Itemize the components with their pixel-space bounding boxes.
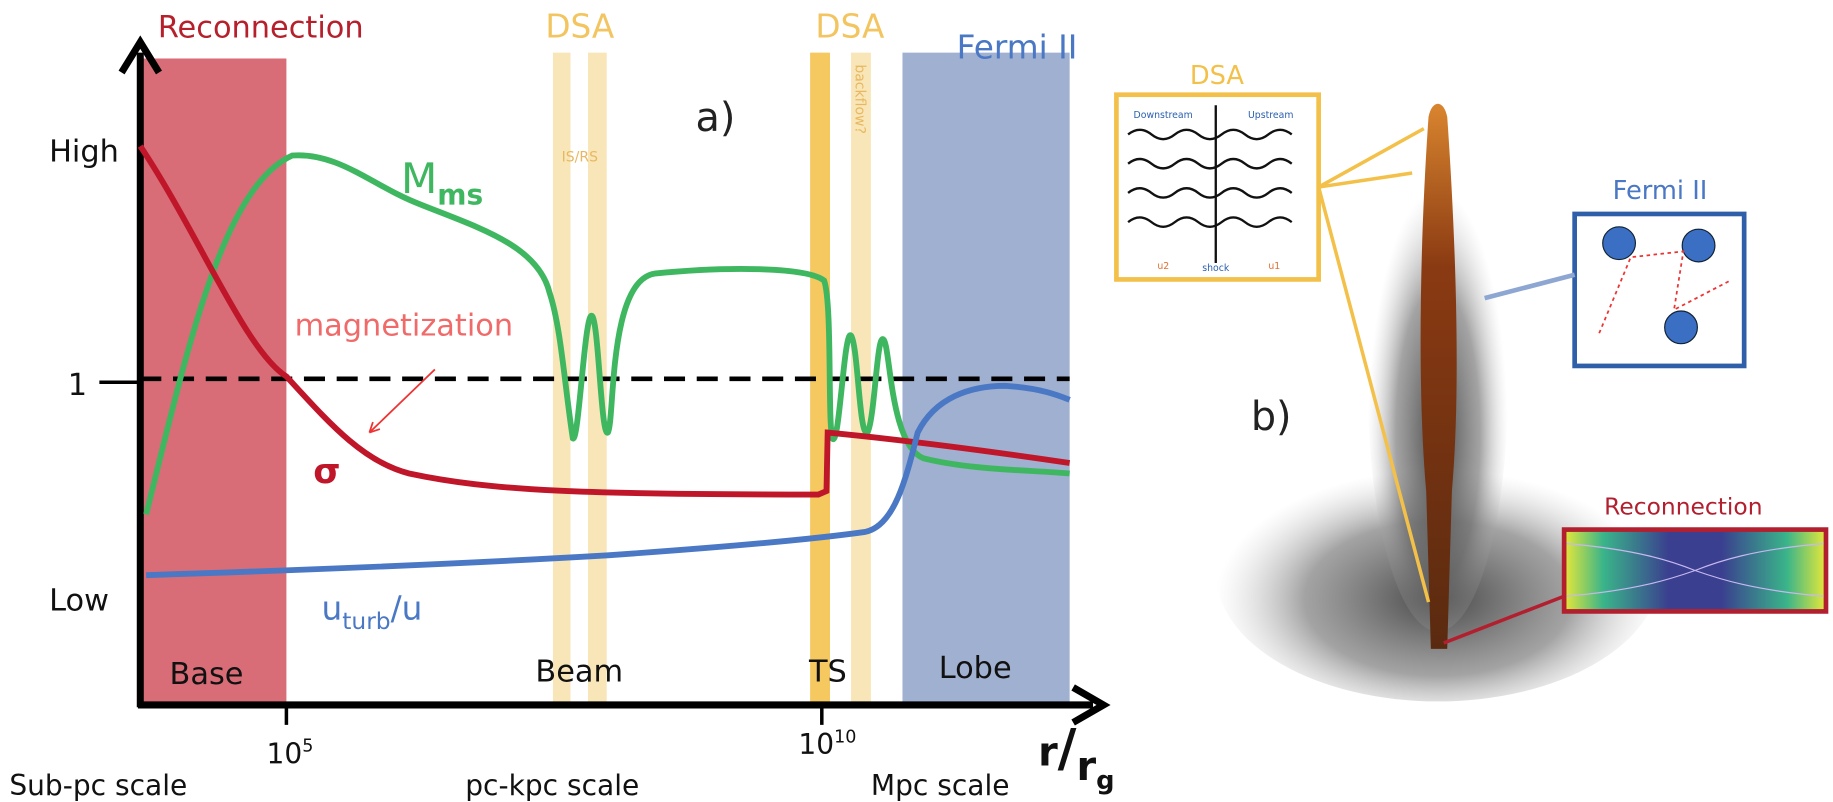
- x-tick-label: 105: [267, 737, 314, 771]
- curve-label: /u: [391, 590, 423, 628]
- curve-label: σ: [313, 451, 340, 492]
- zone-label: Beam: [535, 655, 623, 690]
- panel-label: a): [696, 95, 736, 141]
- region-label: DSA: [545, 7, 615, 45]
- dsa-inset: [1116, 95, 1318, 280]
- inset-title: DSA: [1190, 61, 1245, 91]
- panel-label: b): [1251, 394, 1292, 440]
- figure: Reconnection DSA DSA Fermi II IS/RS back…: [0, 0, 1833, 802]
- zone-label: TS: [808, 655, 847, 690]
- region-label: Fermi II: [957, 28, 1078, 66]
- x-tick-label: 1010: [798, 727, 856, 761]
- x-tick-label: 10: [267, 737, 303, 770]
- scale-label: Mpc scale: [871, 769, 1010, 802]
- curve-label: u: [321, 590, 342, 628]
- inset-title: Fermi II: [1613, 176, 1708, 206]
- scatterer: [1603, 227, 1636, 260]
- x-label: r/rg: [1038, 719, 1114, 796]
- inset-label: Upstream: [1248, 110, 1294, 121]
- x-tick-label: 5: [302, 737, 313, 757]
- scale-label: pc-kpc scale: [465, 769, 639, 802]
- page: Reconnection DSA DSA Fermi II IS/RS back…: [0, 0, 1833, 802]
- x-tick-label: 10: [834, 727, 856, 747]
- y-label: 1: [68, 368, 87, 403]
- strip-label: backflow?: [852, 64, 868, 134]
- inset-title: Reconnection: [1604, 492, 1762, 520]
- scatterer: [1682, 229, 1715, 262]
- curve-label: turb: [342, 607, 390, 635]
- curve-label: magnetization: [295, 309, 514, 344]
- x-label: r: [1076, 744, 1096, 790]
- inset-label: u1: [1268, 261, 1280, 272]
- strip-label: IS/RS: [562, 149, 598, 165]
- x-label: g: [1096, 766, 1114, 796]
- x-tick-label: 10: [798, 728, 834, 761]
- curve-label: M: [401, 154, 437, 203]
- scatterer: [1665, 311, 1698, 344]
- x-label: /: [1058, 719, 1077, 779]
- inset-label: Downstream: [1134, 110, 1193, 121]
- zone-label: Lobe: [939, 651, 1012, 686]
- fermi-inset: [1575, 214, 1745, 366]
- y-label: Low: [49, 583, 109, 618]
- scale-label: Sub-pc scale: [9, 769, 187, 802]
- region-label: DSA: [815, 7, 885, 45]
- curve-label: ms: [437, 179, 483, 212]
- inset-label: shock: [1202, 263, 1230, 274]
- region-label: Reconnection: [158, 10, 364, 45]
- zone-label: Base: [170, 657, 244, 692]
- x-label: r: [1038, 730, 1058, 776]
- y-label: High: [49, 134, 119, 169]
- curve-label: uturb/u: [321, 590, 422, 635]
- inset-label: u2: [1157, 261, 1169, 272]
